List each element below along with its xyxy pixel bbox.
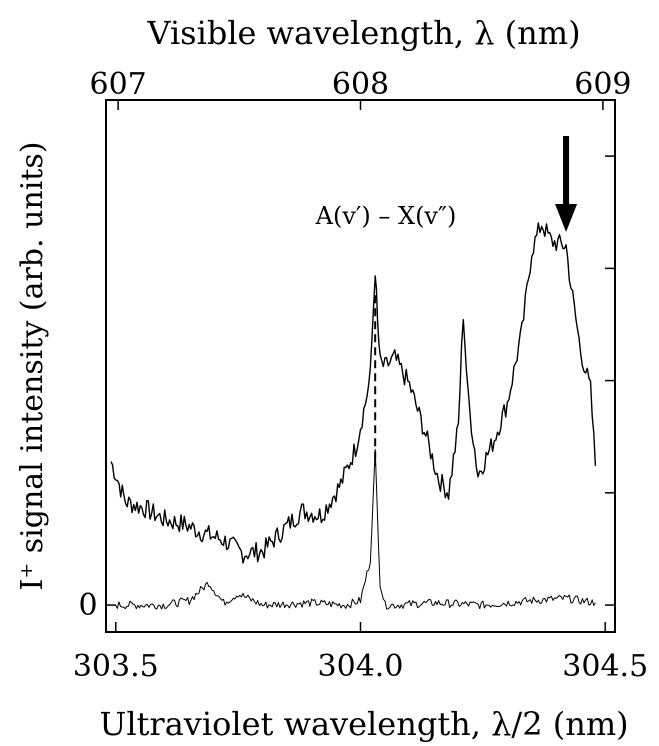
top-tick-label: 607	[89, 67, 146, 102]
data-series	[110, 222, 597, 610]
bottom-tick-label: 304.0	[318, 649, 404, 684]
top-axis-title: Visible wavelength, λ (nm)	[146, 14, 580, 52]
top-axis-ticks: 607 608 609	[89, 67, 632, 110]
plot-frame	[105, 99, 616, 633]
y-axis-ticks: 0	[78, 155, 615, 623]
bottom-axis-ticks: 303.5 304.0 304.5	[73, 622, 648, 684]
y-axis-title: I⁺ signal intensity (arb. units)	[15, 142, 50, 591]
y-tick-label: 0	[78, 588, 97, 623]
reference-trace	[115, 448, 596, 610]
peak-arrow	[555, 136, 578, 232]
signal-trace	[110, 222, 597, 564]
arrow-head	[555, 204, 578, 232]
bottom-tick-label: 304.5	[562, 649, 648, 684]
bottom-axis-title: Ultraviolet wavelength, λ/2 (nm)	[99, 705, 628, 743]
transition-annotation: A(v′) – X(v″)	[315, 202, 457, 230]
bottom-tick-label: 303.5	[73, 649, 159, 684]
top-tick-label: 609	[574, 67, 631, 102]
top-tick-label: 608	[332, 67, 389, 102]
